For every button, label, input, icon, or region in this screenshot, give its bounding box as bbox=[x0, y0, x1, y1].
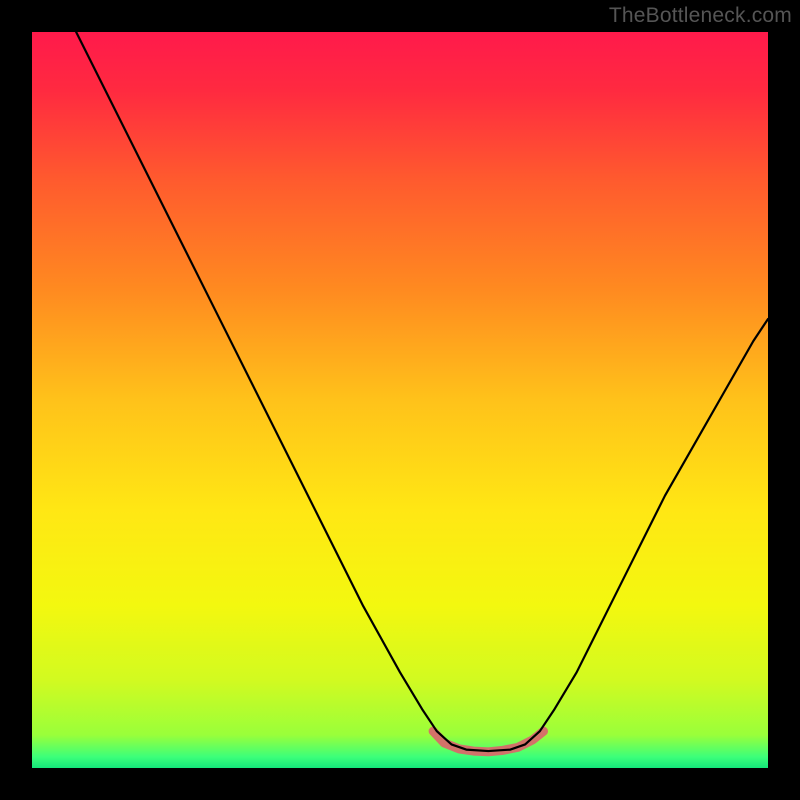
chart-frame: TheBottleneck.com bbox=[0, 0, 800, 800]
plot-area bbox=[32, 32, 768, 768]
watermark-text: TheBottleneck.com bbox=[609, 4, 792, 28]
main-curve bbox=[76, 32, 768, 751]
plot-svg bbox=[32, 32, 768, 768]
